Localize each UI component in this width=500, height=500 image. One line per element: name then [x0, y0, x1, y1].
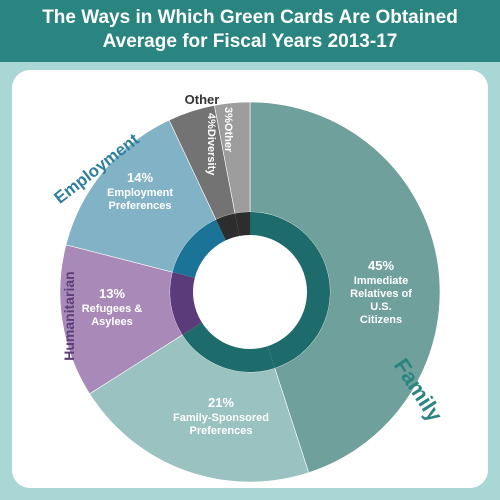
inner-ring-diversity — [215, 213, 240, 241]
group-label-other: Other — [185, 92, 220, 107]
inner-ring-employment-preferences — [172, 219, 226, 278]
chart-title-line-1: The Ways in Which Green Cards Are Obtain… — [42, 7, 458, 28]
label-pct-employment-preferences: 14% — [127, 170, 153, 185]
label-refugees-asylees: Refugees & Asylees — [82, 303, 143, 328]
label-family-sponsored: Family-Sponsored Preferences — [173, 412, 269, 437]
label-immediate-relatives: Immediate Relatives of U.S. Citizens — [350, 275, 412, 326]
inner-ring-immediate-relatives — [250, 212, 330, 369]
label-pct-immediate-relatives: 45% — [368, 258, 394, 273]
label-diversity: 4%Diversity — [205, 113, 217, 176]
slice-immediate-relatives — [249, 101, 441, 474]
inner-ring-refugees-asylees — [170, 272, 202, 335]
group-label-humanitarian: Humanitarian — [61, 271, 77, 360]
label-pct-family-sponsored: 21% — [208, 395, 234, 410]
inner-ring-other — [235, 212, 250, 237]
label-other: 3%Other — [222, 107, 234, 153]
inner-ring-family-sponsored — [182, 322, 275, 372]
title-banner: The Ways in Which Green Cards Are Obtain… — [0, 0, 500, 62]
label-pct-refugees-asylees: 13% — [99, 286, 125, 301]
chart-title: The Ways in Which Green Cards Are Obtain… — [0, 6, 500, 54]
label-employment-preferences: Employment Preferences — [107, 187, 173, 212]
chart-title-line-2: Average for Fiscal Years 2013-17 — [102, 31, 398, 52]
